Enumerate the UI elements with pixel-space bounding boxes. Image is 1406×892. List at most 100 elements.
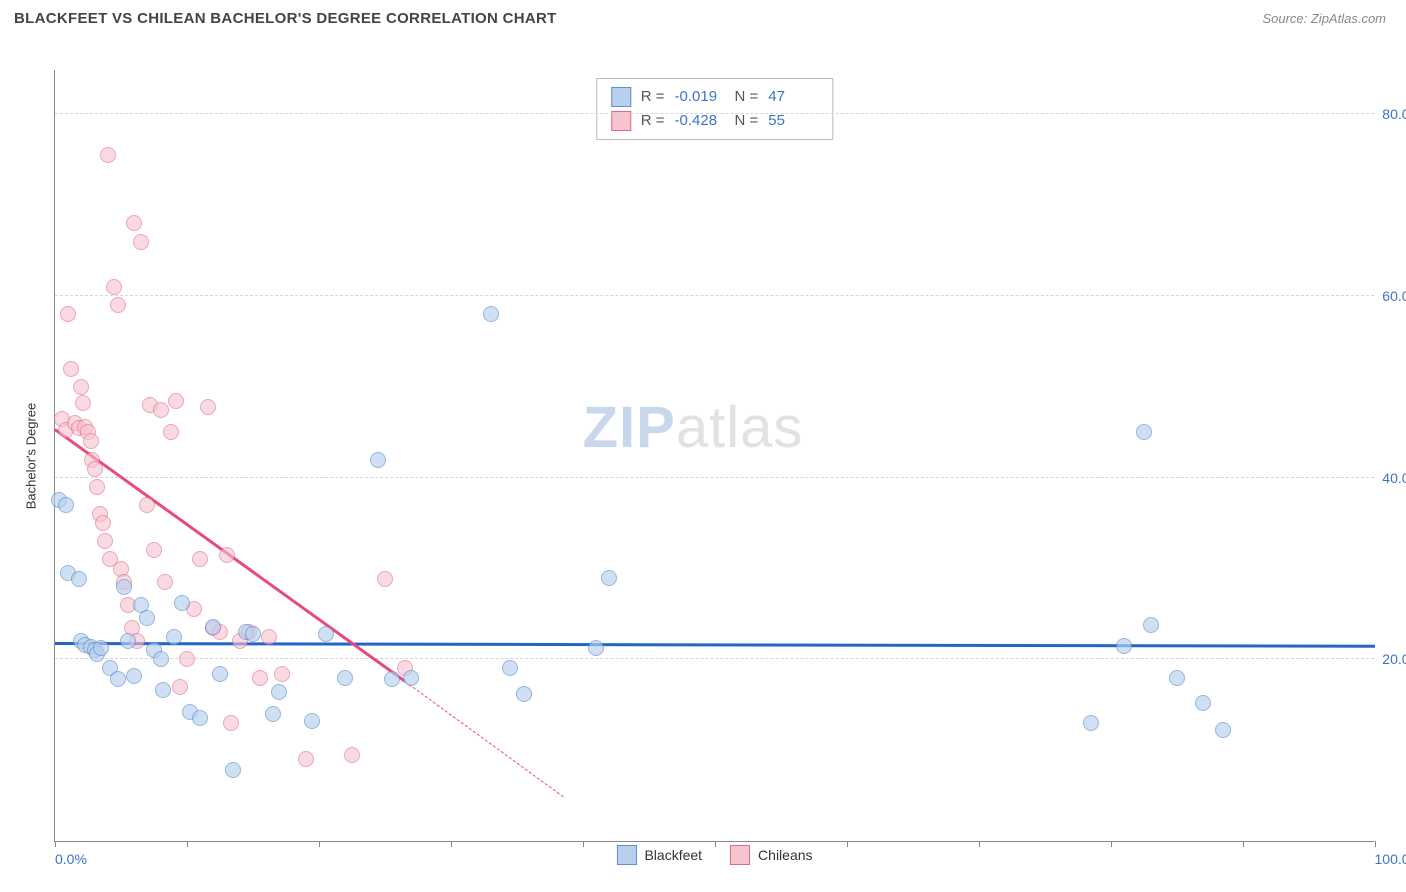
data-point: [168, 393, 184, 409]
y-tick-label: 60.0%: [1382, 288, 1406, 304]
y-tick-label: 80.0%: [1382, 106, 1406, 122]
data-point: [100, 147, 116, 163]
chart-title: BLACKFEET VS CHILEAN BACHELOR'S DEGREE C…: [14, 10, 557, 27]
data-point: [502, 660, 518, 676]
data-point: [174, 595, 190, 611]
data-point: [274, 666, 290, 682]
data-point: [225, 762, 241, 778]
data-point: [106, 279, 122, 295]
x-tick: [1243, 841, 1244, 847]
data-point: [116, 579, 132, 595]
data-point: [601, 570, 617, 586]
data-point: [153, 651, 169, 667]
data-point: [166, 629, 182, 645]
x-tick: [715, 841, 716, 847]
data-point: [192, 551, 208, 567]
stats-legend: R = -0.019 N = 47 R = -0.428 N = 55: [596, 78, 834, 140]
data-point: [304, 713, 320, 729]
trendline: [55, 642, 1375, 647]
stat-n-value-blackfeet: 47: [768, 85, 818, 109]
data-point: [245, 626, 261, 642]
stats-row-blackfeet: R = -0.019 N = 47: [611, 85, 819, 109]
data-point: [377, 571, 393, 587]
data-point: [155, 682, 171, 698]
data-point: [1195, 695, 1211, 711]
data-point: [205, 619, 221, 635]
data-point: [1136, 424, 1152, 440]
data-point: [120, 633, 136, 649]
watermark-suffix: atlas: [676, 395, 804, 460]
watermark-brand: ZIP: [583, 395, 676, 460]
data-point: [179, 651, 195, 667]
data-point: [133, 234, 149, 250]
data-point: [58, 497, 74, 513]
swatch-icon: [730, 845, 750, 865]
x-tick: [319, 841, 320, 847]
data-point: [87, 461, 103, 477]
data-point: [403, 670, 419, 686]
data-point: [384, 671, 400, 687]
data-point: [271, 684, 287, 700]
data-point: [139, 497, 155, 513]
data-point: [110, 297, 126, 313]
chart-container: Bachelor's Degree ZIPatlas R = -0.019 N …: [14, 42, 1394, 882]
x-tick: [187, 841, 188, 847]
data-point: [483, 306, 499, 322]
x-tick: [979, 841, 980, 847]
data-point: [157, 574, 173, 590]
data-point: [89, 479, 105, 495]
data-point: [1116, 638, 1132, 654]
data-point: [139, 610, 155, 626]
data-point: [588, 640, 604, 656]
legend-item-chileans: Chileans: [730, 845, 812, 865]
x-tick: [847, 841, 848, 847]
chart-source: Source: ZipAtlas.com: [1262, 11, 1386, 26]
data-point: [298, 751, 314, 767]
gridline-h: [55, 658, 1374, 659]
data-point: [219, 547, 235, 563]
data-point: [212, 666, 228, 682]
x-tick: [1111, 841, 1112, 847]
data-point: [63, 361, 79, 377]
legend-label: Chileans: [758, 847, 812, 863]
data-point: [516, 686, 532, 702]
gridline-h: [55, 477, 1374, 478]
data-point: [83, 433, 99, 449]
data-point: [223, 715, 239, 731]
data-point: [344, 747, 360, 763]
stat-r-value-blackfeet: -0.019: [675, 85, 725, 109]
data-point: [97, 533, 113, 549]
swatch-blackfeet: [611, 87, 631, 107]
data-point: [1143, 617, 1159, 633]
data-point: [172, 679, 188, 695]
data-point: [93, 640, 109, 656]
data-point: [337, 670, 353, 686]
data-point: [370, 452, 386, 468]
x-axis-max-label: 100.0%: [1375, 851, 1406, 867]
series-legend: Blackfeet Chileans: [616, 845, 812, 865]
plot-area: Bachelor's Degree ZIPatlas R = -0.019 N …: [54, 70, 1374, 842]
x-tick: [583, 841, 584, 847]
x-tick: [451, 841, 452, 847]
data-point: [318, 626, 334, 642]
trendline-extrapolated: [405, 681, 564, 797]
chart-header: BLACKFEET VS CHILEAN BACHELOR'S DEGREE C…: [0, 0, 1406, 33]
data-point: [75, 395, 91, 411]
x-tick: [1375, 841, 1376, 847]
data-point: [200, 399, 216, 415]
legend-item-blackfeet: Blackfeet: [616, 845, 702, 865]
data-point: [126, 668, 142, 684]
y-axis-title: Bachelor's Degree: [24, 402, 39, 509]
gridline-h: [55, 295, 1374, 296]
stat-r-label: R =: [641, 85, 665, 109]
data-point: [163, 424, 179, 440]
data-point: [1169, 670, 1185, 686]
x-axis-min-label: 0.0%: [55, 851, 87, 867]
data-point: [60, 306, 76, 322]
y-tick-label: 20.0%: [1382, 651, 1406, 667]
data-point: [192, 710, 208, 726]
data-point: [71, 571, 87, 587]
data-point: [265, 706, 281, 722]
x-tick: [55, 841, 56, 847]
data-point: [1215, 722, 1231, 738]
